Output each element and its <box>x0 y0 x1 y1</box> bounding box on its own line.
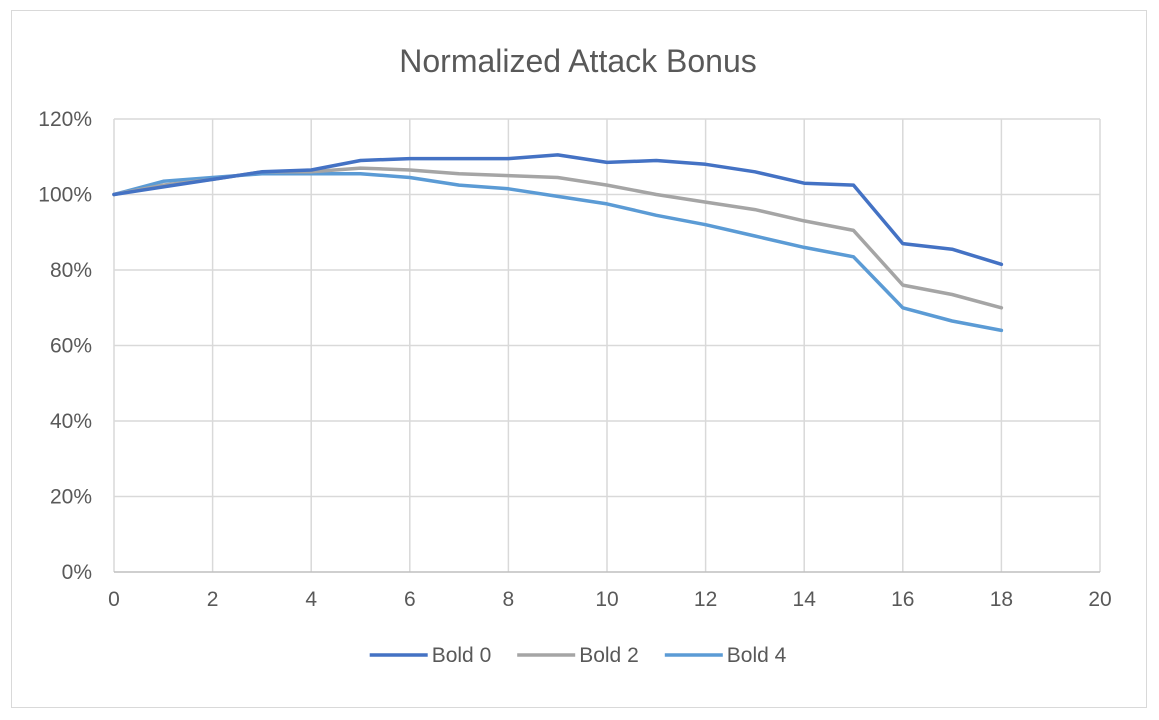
chart-frame: Normalized Attack Bonus 0% 20% 40% 60% 80% 10… <box>11 10 1147 708</box>
grid-layer <box>113 118 1101 572</box>
y-tick-label: 100% <box>38 184 92 207</box>
x-tick-label: 8 <box>503 588 515 611</box>
legend-item: Bold 4 <box>664 644 787 667</box>
axis-layer: 0% 20% 40% 60% 80% 100% 120% 0 2 4 6 8 10 12 14 16 18 20 <box>38 108 1111 611</box>
x-tick-label: 10 <box>595 588 618 611</box>
x-tick-label: 12 <box>694 588 717 611</box>
legend-item: Bold 0 <box>369 644 492 667</box>
series-line-bold-2 <box>112 166 1004 310</box>
legend-item: Bold 2 <box>517 644 639 667</box>
x-tick-label: 4 <box>305 588 317 611</box>
x-tick-label: 18 <box>990 588 1013 611</box>
legend-label: Bold 2 <box>579 644 639 667</box>
series-line-bold-4 <box>112 171 1004 333</box>
y-tick-label: 40% <box>50 410 92 433</box>
x-tick-label: 14 <box>793 588 817 611</box>
x-tick-label: 16 <box>891 588 914 611</box>
legend: Bold 0 Bold 2 Bold 4 <box>369 644 787 667</box>
chart-svg: Normalized Attack Bonus 0% 20% 40% 60% 80% 10… <box>38 43 1111 667</box>
legend-label: Bold 4 <box>727 644 787 667</box>
x-tick-label: 6 <box>404 588 416 611</box>
y-tick-label: 80% <box>50 259 92 282</box>
x-tick-label: 0 <box>108 588 120 611</box>
x-tick-label: 20 <box>1088 588 1111 611</box>
y-tick-label: 0% <box>62 561 92 584</box>
chart-title: Normalized Attack Bonus <box>399 43 757 79</box>
x-tick-label: 2 <box>207 588 219 611</box>
series-line-bold-0 <box>112 153 1004 267</box>
legend-label: Bold 0 <box>432 644 492 667</box>
y-tick-label: 20% <box>50 486 92 509</box>
series-layer <box>112 153 1004 333</box>
y-tick-label: 120% <box>38 108 92 131</box>
y-tick-label: 60% <box>50 335 92 358</box>
